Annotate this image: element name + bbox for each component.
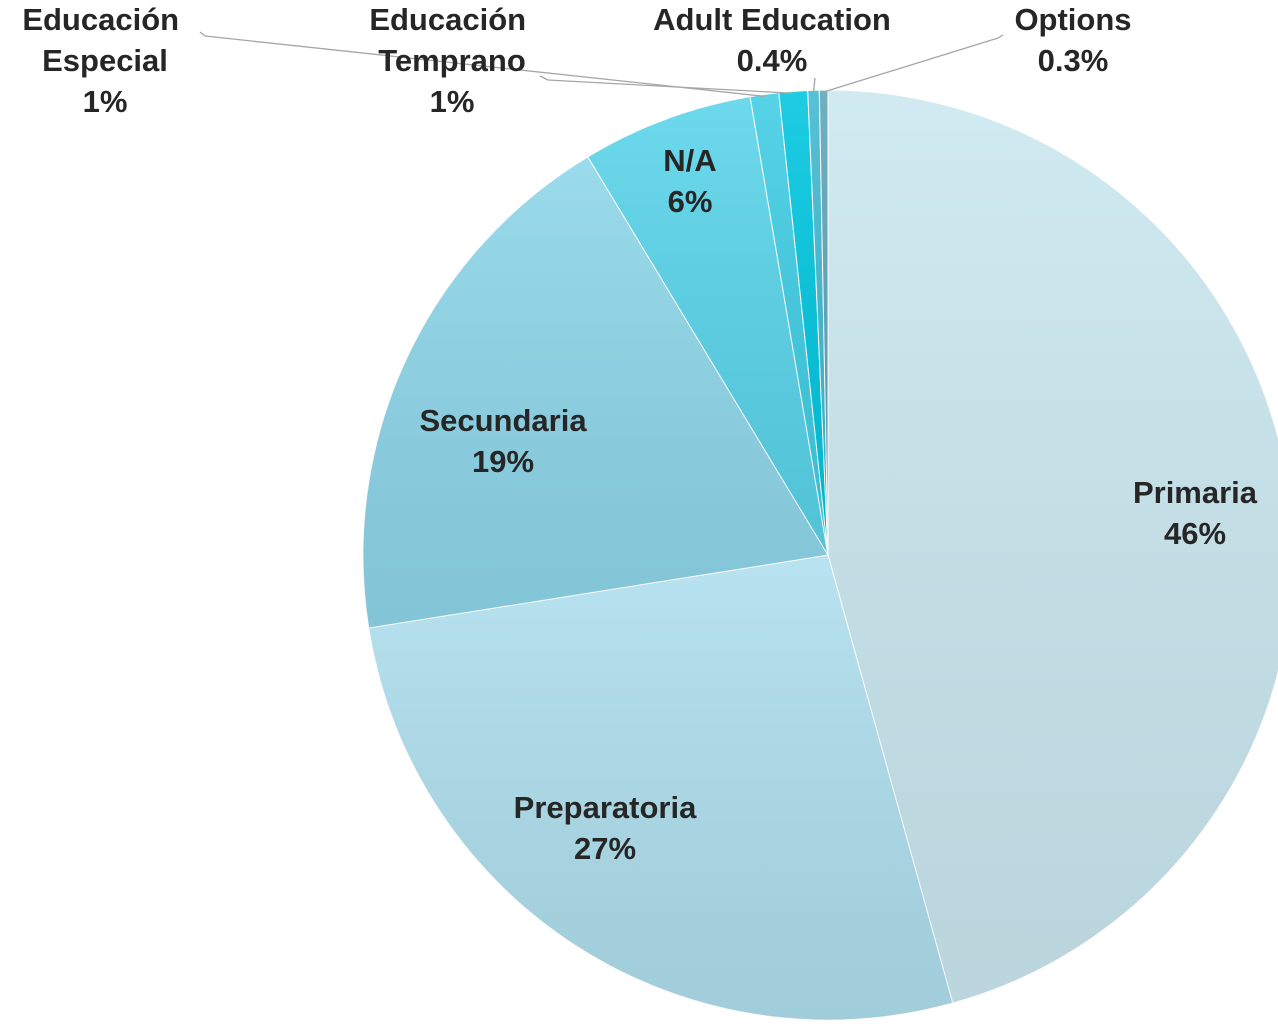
slice-value-label: 6% — [668, 184, 713, 219]
slice-label: Secundaria — [419, 403, 587, 438]
slice-label: Adult Education — [653, 2, 891, 37]
slice-value-label: 19% — [472, 444, 534, 479]
leader-line — [199, 31, 765, 98]
slice-label: Preparatoria — [514, 790, 697, 825]
slice-label: Primaria — [1133, 475, 1258, 510]
slice-value-label: 46% — [1164, 516, 1226, 551]
leader-line — [539, 75, 794, 94]
leader-line — [823, 34, 1004, 93]
slice-value-label: 1% — [83, 84, 128, 119]
slice-label: N/A — [663, 143, 716, 178]
slice-value-label: 0.3% — [1038, 43, 1109, 78]
slice-value-label: 27% — [574, 831, 636, 866]
slice-value-label: 1% — [430, 84, 475, 119]
slice-label: Options — [1014, 2, 1131, 37]
slice-value-label: 0.4% — [737, 43, 808, 78]
slice-label: Educación Especial — [22, 2, 187, 78]
leader-line — [812, 77, 816, 93]
slice-label: Educación Temprano — [369, 2, 534, 78]
